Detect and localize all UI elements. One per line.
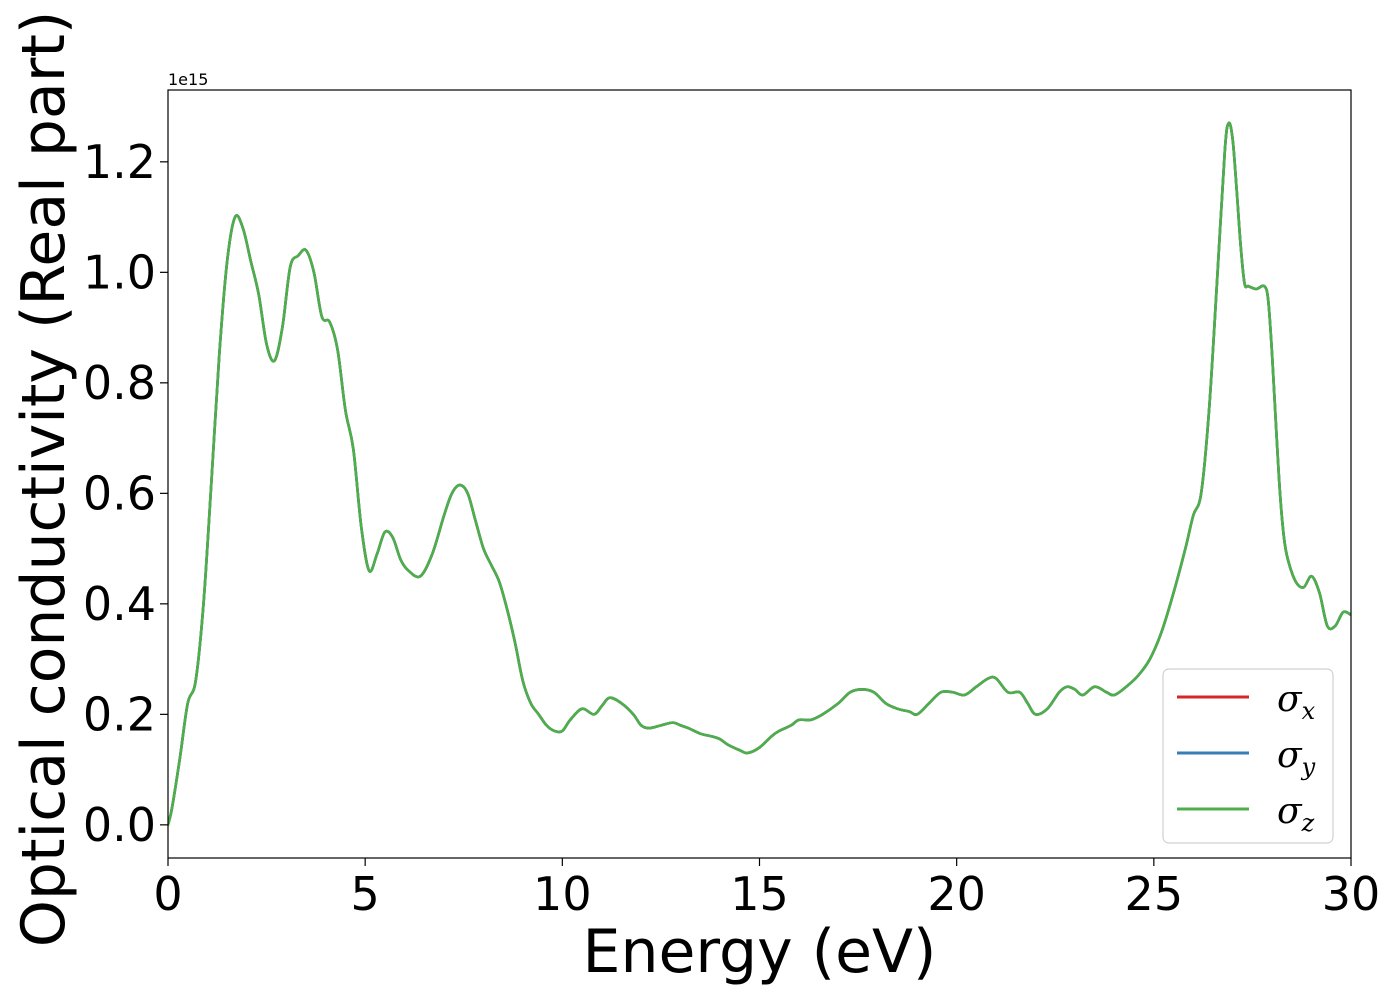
y-axis: 0.0 0.2 0.4 0.6 0.8 1.0 1.2 — [83, 135, 168, 852]
series-layer — [168, 121, 1351, 827]
x-tick-label: 25 — [1125, 867, 1184, 921]
x-tick-label: 30 — [1322, 867, 1381, 921]
x-tick-label: 5 — [351, 867, 380, 921]
x-tick-label: 20 — [927, 867, 986, 921]
x-axis-label: Energy (eV) — [583, 917, 937, 987]
y-tick-label: 0.6 — [83, 466, 156, 520]
series-line-z — [168, 121, 1351, 827]
legend-box — [1162, 668, 1334, 844]
legend-label-x: σx — [1277, 679, 1316, 725]
y-tick-label: 0.2 — [83, 687, 156, 741]
legend-label-sub: z — [1301, 809, 1315, 837]
y-tick-label: 1.0 — [83, 245, 156, 299]
legend-label-base: σ — [1277, 679, 1303, 720]
y-axis-label: Optical conductivity (Real part) — [9, 11, 79, 948]
legend-label-sub: y — [1301, 753, 1316, 781]
x-axis: 0 5 10 15 20 25 30 — [153, 858, 1380, 921]
x-tick-label: 0 — [153, 867, 182, 921]
legend-label-base: σ — [1277, 791, 1303, 832]
y-tick-label: 1.2 — [83, 135, 156, 189]
legend-label-y: σy — [1277, 735, 1316, 781]
y-tick-label: 0.4 — [83, 577, 156, 631]
x-tick-label: 15 — [730, 867, 789, 921]
x-tick-label: 10 — [533, 867, 592, 921]
legend-label-z: σz — [1277, 791, 1315, 837]
legend-label-sub: x — [1302, 697, 1316, 725]
legend-label-base: σ — [1277, 735, 1303, 776]
y-offset-text: 1e15 — [168, 70, 208, 89]
y-tick-label: 0.8 — [83, 356, 156, 410]
y-tick-label: 0.0 — [83, 798, 156, 852]
